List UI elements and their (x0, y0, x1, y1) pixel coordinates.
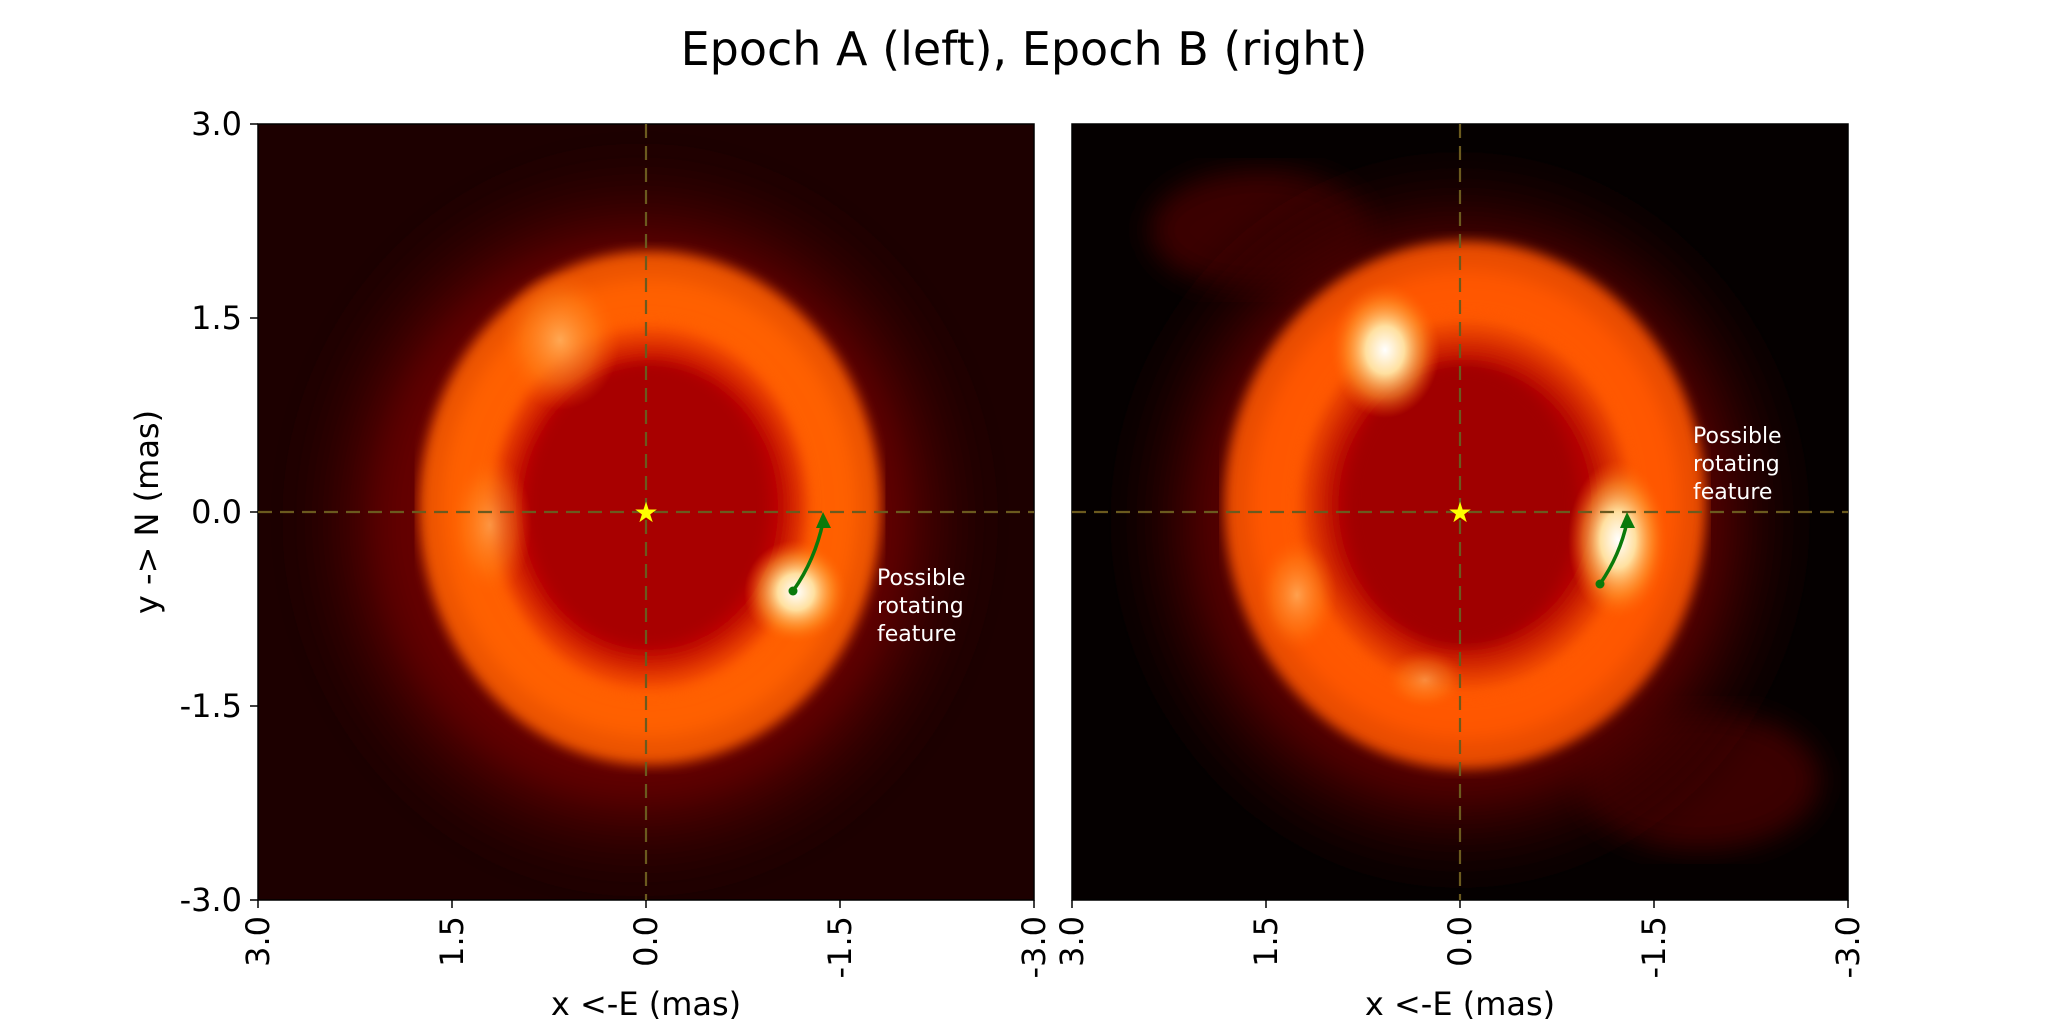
x-tick-label-right-4: -1.5 (1635, 916, 1673, 978)
x-tick-label-right-3: 0.0 (1441, 916, 1479, 967)
x-tick-label-right-5: -3.0 (1829, 916, 1867, 978)
annotation-right-line-3: feature (1693, 480, 1772, 505)
x-tick-label-right-2: 1.5 (1247, 916, 1285, 967)
heatmap-left-inner-cavity (528, 365, 768, 645)
y-tick-label-5: -3.0 (180, 881, 242, 919)
rotation-arrow-right (1598, 521, 1629, 585)
x-tick-label-right-1: 3.0 (1053, 916, 1091, 967)
annotation-right: Possible rotating feature (1693, 424, 1789, 505)
bright-spot-right-3 (1257, 537, 1337, 653)
rotation-arrow-left-head (816, 512, 831, 528)
annotation-left-line-2: rotating (877, 594, 964, 619)
x-tick-label-left-2: 1.5 (433, 916, 471, 967)
x-tick-label-left-3: 0.0 (627, 916, 665, 967)
y-tick-label-4: -1.5 (180, 687, 242, 725)
rotation-arrow-right-origin (1595, 579, 1605, 589)
annotation-right-line-2: rotating (1693, 452, 1780, 477)
bright-spot-left-3 (448, 453, 532, 597)
y-axis-left: 3.0 1.5 0.0 -1.5 -3.0 (180, 105, 258, 919)
x-tick-label-left-5: -3.0 (1015, 916, 1053, 978)
x-axis-label-right: x <-E (mas) (1365, 985, 1555, 1023)
x-axis-label-left: x <-E (mas) (551, 985, 741, 1023)
center-star-left: ★ (633, 496, 658, 529)
y-tick-label-3: 0.0 (191, 493, 242, 531)
center-star-right: ★ (1447, 496, 1472, 529)
rotation-arrow-left-origin (788, 586, 798, 596)
bright-spot-left-2 (500, 270, 620, 410)
y-tick-label-1: 3.0 (191, 105, 242, 143)
x-tick-label-left-4: -1.5 (821, 916, 859, 978)
y-tick-label-2: 1.5 (191, 299, 242, 337)
y-axis-label: y -> N (mas) (128, 410, 166, 614)
annotation-right-line-1: Possible (1693, 424, 1782, 449)
bright-spot-right-4 (1385, 650, 1465, 710)
annotation-left-line-3: feature (877, 622, 956, 647)
bright-spot-right-2 (1330, 282, 1440, 418)
x-axis-left: 3.0 1.5 0.0 -1.5 -3.0 (239, 900, 1053, 978)
annotation-left: Possible rotating feature (877, 566, 973, 647)
rotation-arrow-left (791, 521, 825, 593)
heatmap-right-ring-band (1224, 241, 1706, 769)
rotation-arrow-right-head (1620, 512, 1635, 528)
bright-spot-right-1 (1568, 460, 1668, 620)
x-tick-label-left-1: 3.0 (239, 916, 277, 967)
heatmap-right-inner-cavity (1347, 365, 1577, 645)
annotation-left-line-1: Possible (877, 566, 966, 591)
figure-title: Epoch A (left), Epoch B (right) (681, 22, 1368, 76)
x-axis-right: 3.0 1.5 0.0 -1.5 -3.0 (1053, 900, 1867, 978)
